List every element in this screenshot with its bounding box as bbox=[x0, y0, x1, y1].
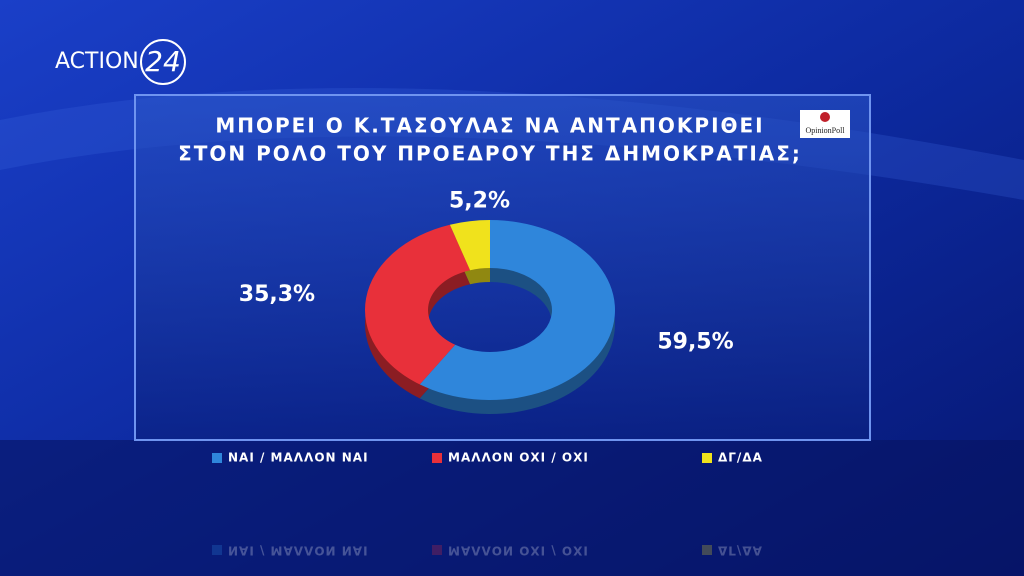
logo-number: 24 bbox=[145, 45, 181, 78]
source-dot bbox=[820, 112, 830, 122]
legend-label: ΔΓ/ΔΑ bbox=[718, 451, 763, 465]
legend-label: ΔΓ/ΔΑ bbox=[718, 544, 763, 558]
data-label: 59,5% bbox=[657, 329, 733, 354]
legend-swatch bbox=[212, 453, 222, 463]
legend-label: ΜΑΛΛΟΝ ΟΧΙ / ΟΧΙ bbox=[448, 451, 589, 465]
data-label: 5,2% bbox=[449, 188, 510, 213]
slice bbox=[449, 220, 490, 271]
chart-title: ΣΤΟΝ ΡΟΛΟ ΤΟΥ ΠΡΟΕΔΡΟΥ ΤΗΣ ΔΗΜΟΚΡΑΤΙΑΣ; bbox=[178, 142, 802, 166]
chart-title: ΜΠΟΡΕΙ Ο Κ.ΤΑΣΟΥΛΑΣ ΝΑ ΑΝΤΑΠΟΚΡΙΘΕΙ bbox=[215, 114, 764, 138]
legend-swatch bbox=[212, 545, 222, 555]
legend-swatch bbox=[432, 453, 442, 463]
legend-swatch bbox=[432, 545, 442, 555]
legend-label: ΝΑΙ / ΜΑΛΛΟΝ ΝΑΙ bbox=[228, 544, 369, 558]
legend-label: ΜΑΛΛΟΝ ΟΧΙ / ΟΧΙ bbox=[448, 544, 589, 558]
legend-swatch bbox=[702, 453, 712, 463]
logo-brand: ACTION bbox=[55, 49, 139, 74]
source: OpinionPoll bbox=[805, 126, 845, 135]
legend-label: ΝΑΙ / ΜΑΛΛΟΝ ΝΑΙ bbox=[228, 451, 369, 465]
slice bbox=[419, 220, 615, 400]
legend-swatch bbox=[702, 545, 712, 555]
floor bbox=[0, 440, 1024, 576]
donut bbox=[364, 220, 615, 415]
slice bbox=[364, 224, 471, 385]
data-label: 35,3% bbox=[239, 282, 315, 307]
logo-ring bbox=[140, 39, 186, 85]
legend-reflection: ΝΑΙ / ΜΑΛΛΟΝ ΝΑΙ ΜΑΛΛΟΝ ΟΧΙ / ΟΧΙ ΔΓ/ΔΑ bbox=[212, 544, 763, 558]
legend: ΝΑΙ / ΜΑΛΛΟΝ ΝΑΙ ΜΑΛΛΟΝ ΟΧΙ / ΟΧΙ ΔΓ/ΔΑ bbox=[212, 451, 763, 465]
